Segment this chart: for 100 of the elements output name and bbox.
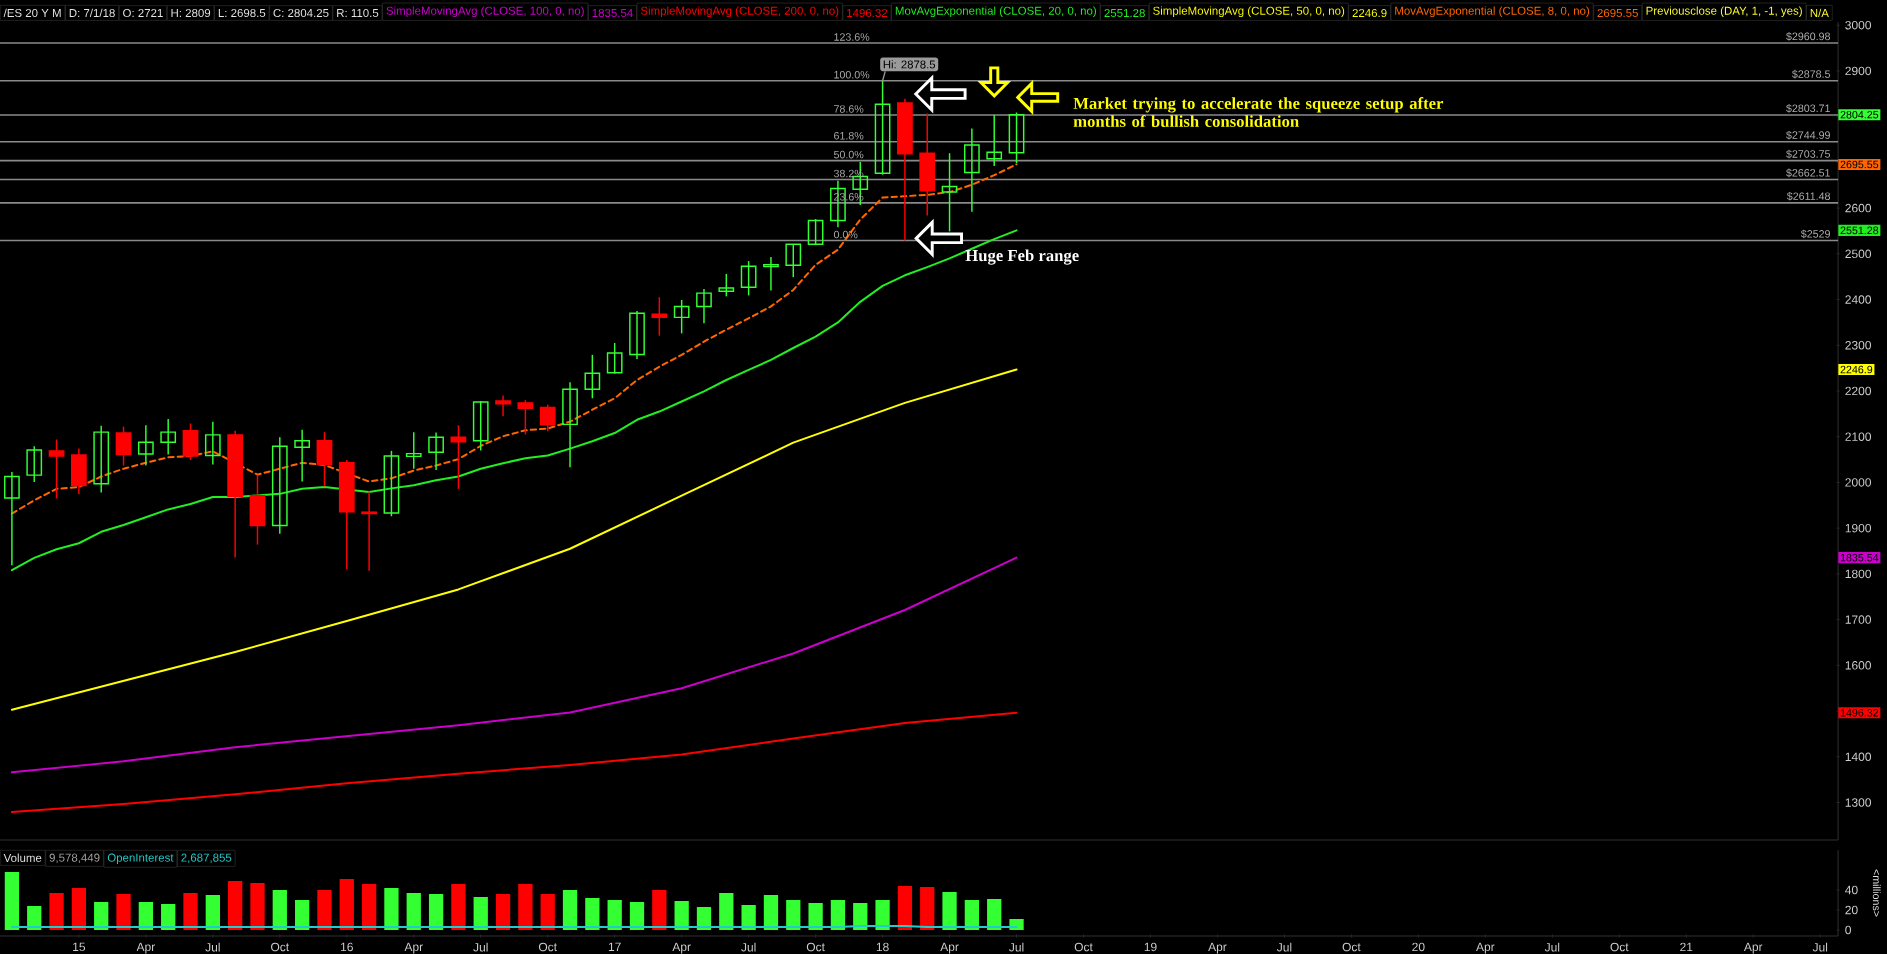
candlestick: [941, 152, 958, 233]
candlestick: [696, 288, 712, 325]
text: 2246.9: [1840, 365, 1873, 374]
y-tick-label: 2600: [1845, 203, 1872, 213]
annotation: 123.6%: [834, 33, 870, 41]
annotation: 2,687,855: [181, 853, 232, 864]
candlestick: [93, 425, 110, 494]
ref-line-label: $2703.75: [1786, 149, 1831, 159]
candlestick: [4, 471, 20, 566]
bar: [920, 887, 935, 930]
bar: [317, 890, 332, 930]
x-tick-label: Oct: [806, 942, 825, 952]
bar: [875, 900, 890, 930]
candlestick: [517, 399, 534, 436]
bar: [205, 895, 220, 930]
candlestick: [316, 431, 333, 488]
bar: [138, 902, 153, 930]
ref-line-label: $2960.98: [1786, 32, 1830, 41]
candlestick: [294, 429, 311, 483]
text: 1496.32: [847, 8, 888, 18]
text: 2551.28: [1104, 8, 1145, 18]
bar: [27, 906, 42, 930]
x-tick-label: Apr: [1476, 942, 1495, 954]
y-tick-label: 1800: [1845, 569, 1872, 579]
y-tick-label: 2100: [1845, 432, 1872, 441]
bar: [250, 883, 265, 930]
x-tick-label: Apr: [1208, 942, 1227, 954]
text: 1835.54: [1840, 553, 1879, 562]
bar: [94, 902, 109, 930]
candlestick: [740, 260, 757, 297]
ref-line-label: $2744.99: [1786, 130, 1830, 140]
bar: [987, 899, 1002, 930]
bar: [607, 900, 622, 930]
bar: [339, 879, 354, 930]
text: MovAvgExponential (CLOSE, 20, 0, no): [895, 6, 1097, 18]
candlestick: [651, 296, 668, 337]
bar: [71, 888, 87, 930]
text: D: 7/1/18: [69, 8, 115, 18]
y-tick-label: 1900: [1845, 523, 1872, 533]
x-tick-label: Oct: [538, 942, 557, 952]
text: 1835.54: [592, 8, 633, 18]
x-tick-label: 21: [1680, 942, 1693, 952]
x-tick-label: 18: [876, 942, 889, 952]
annotation: 0.0%: [833, 230, 858, 239]
candlestick: [271, 436, 288, 535]
candlestick: [26, 445, 43, 483]
text: 2695.55: [1597, 8, 1638, 18]
y-tick-label: 1700: [1845, 615, 1872, 624]
text: SimpleMovingAvg (CLOSE, 100, 0, no): [386, 6, 584, 18]
bar: [719, 893, 734, 930]
x-tick-label: Oct: [271, 942, 290, 952]
text: OpenInterest: [107, 853, 174, 864]
x-tick-label: Jul: [473, 942, 488, 952]
x-tick-label: Apr: [672, 942, 691, 954]
bar: [473, 897, 488, 930]
annotation: 50.0%: [833, 150, 864, 159]
y-tick-label: 2900: [1845, 66, 1872, 76]
bar: [897, 886, 913, 930]
text: Previousclose (DAY, 1, -1, yes): [1646, 6, 1802, 18]
y-tick-label: 1400: [1845, 752, 1872, 762]
candlestick: [606, 342, 623, 375]
bar: [808, 903, 823, 930]
bar: [406, 893, 421, 930]
annotation: Huge Feb range: [965, 249, 1079, 265]
annotation: Hi: 2878.5: [883, 60, 936, 69]
y-tick-label: 3000: [1845, 20, 1872, 30]
bar: [830, 900, 846, 930]
candlestick: [807, 218, 824, 246]
x-tick-label: 20: [1412, 942, 1425, 952]
x-tick-label: Oct: [1610, 942, 1629, 952]
candlestick: [986, 114, 1003, 167]
text: 2551.28: [1840, 226, 1879, 235]
x-tick-label: Apr: [940, 942, 959, 954]
bar: [495, 894, 511, 930]
candlestick: [160, 418, 177, 456]
candlestick: [450, 424, 467, 490]
x-tick-label: 17: [608, 942, 621, 951]
bar: [652, 890, 667, 930]
candlestick: [361, 490, 377, 572]
line-series: [10, 711, 1018, 814]
annotation: 9,578,449: [49, 853, 100, 864]
text: R: 110.5: [337, 8, 379, 18]
bar: [49, 893, 64, 930]
y-tick-label: 0: [1845, 925, 1851, 935]
candlestick: [137, 424, 154, 467]
y-tick-label: 2000: [1845, 478, 1872, 487]
candlestick: [428, 431, 444, 471]
text: SimpleMovingAvg (CLOSE, 200, 0, no): [640, 6, 839, 18]
x-tick-label: Jul: [1544, 942, 1560, 952]
text: 2804.25: [1840, 110, 1879, 119]
candlestick: [204, 420, 221, 466]
text: 2695.55: [1840, 160, 1879, 169]
candlestick: [718, 273, 735, 298]
bar: [183, 893, 198, 930]
candlestick: [405, 431, 422, 470]
annotation: Market trying to accelerate the squeeze setup after months of bullish consolidation: [1073, 97, 1444, 128]
candlestick: [763, 256, 779, 292]
y-tick-label: 1300: [1845, 798, 1872, 807]
x-tick-label: 19: [1144, 942, 1157, 952]
text: N/A: [1810, 8, 1829, 18]
